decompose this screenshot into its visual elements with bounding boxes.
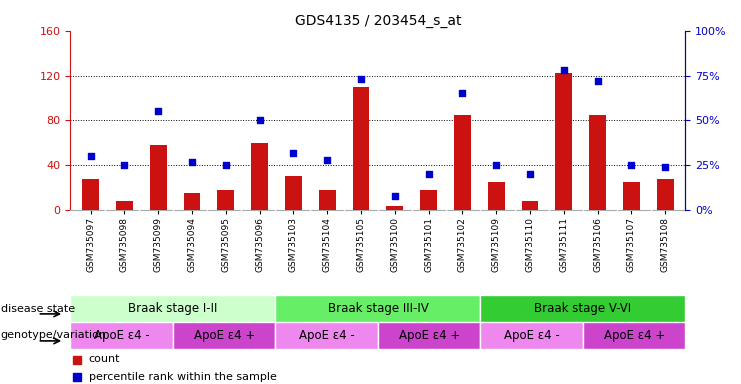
Point <box>659 164 671 170</box>
Point <box>355 76 367 82</box>
Point <box>288 149 299 156</box>
Text: Braak stage III-IV: Braak stage III-IV <box>328 302 428 315</box>
Text: disease state: disease state <box>1 303 75 313</box>
Bar <box>623 182 639 210</box>
Bar <box>583 322 685 349</box>
Point <box>119 162 130 168</box>
Text: ApoE ε4 -: ApoE ε4 - <box>94 329 150 342</box>
Text: count: count <box>89 354 120 364</box>
Point <box>625 162 637 168</box>
Bar <box>184 193 201 210</box>
Bar <box>454 115 471 210</box>
Bar <box>70 322 173 349</box>
Text: ApoE ε4 -: ApoE ε4 - <box>299 329 354 342</box>
Text: ApoE ε4 +: ApoE ε4 + <box>604 329 665 342</box>
Text: Braak stage I-II: Braak stage I-II <box>128 302 218 315</box>
Bar <box>82 179 99 210</box>
Text: genotype/variation: genotype/variation <box>1 331 107 341</box>
Bar <box>488 182 505 210</box>
Text: ApoE ε4 +: ApoE ε4 + <box>399 329 459 342</box>
Bar <box>386 205 403 210</box>
Point <box>491 162 502 168</box>
Point <box>456 90 468 96</box>
Bar <box>173 322 276 349</box>
Point <box>322 157 333 163</box>
Bar <box>555 73 572 210</box>
Bar <box>378 322 480 349</box>
Bar <box>480 295 685 322</box>
Bar <box>116 201 133 210</box>
Bar <box>420 190 437 210</box>
Point <box>153 108 165 114</box>
Bar <box>70 295 276 322</box>
Bar <box>217 190 234 210</box>
Point <box>389 193 401 199</box>
Bar <box>150 145 167 210</box>
Point <box>186 159 198 165</box>
Text: Braak stage V-VI: Braak stage V-VI <box>534 302 631 315</box>
Text: ApoE ε4 +: ApoE ε4 + <box>193 329 255 342</box>
Bar <box>353 87 370 210</box>
Bar <box>251 143 268 210</box>
Bar <box>276 295 480 322</box>
Text: percentile rank within the sample: percentile rank within the sample <box>89 372 276 382</box>
Bar <box>276 322 378 349</box>
Bar <box>657 179 674 210</box>
Bar <box>285 176 302 210</box>
Point <box>220 162 232 168</box>
Point <box>253 117 265 123</box>
Text: ApoE ε4 -: ApoE ε4 - <box>504 329 559 342</box>
Bar <box>522 201 539 210</box>
Point <box>422 171 434 177</box>
Point <box>524 171 536 177</box>
Bar <box>589 115 606 210</box>
Bar <box>480 322 583 349</box>
Title: GDS4135 / 203454_s_at: GDS4135 / 203454_s_at <box>295 14 461 28</box>
Bar <box>319 190 336 210</box>
Point <box>591 78 603 84</box>
Point <box>558 67 570 73</box>
Point <box>84 153 96 159</box>
